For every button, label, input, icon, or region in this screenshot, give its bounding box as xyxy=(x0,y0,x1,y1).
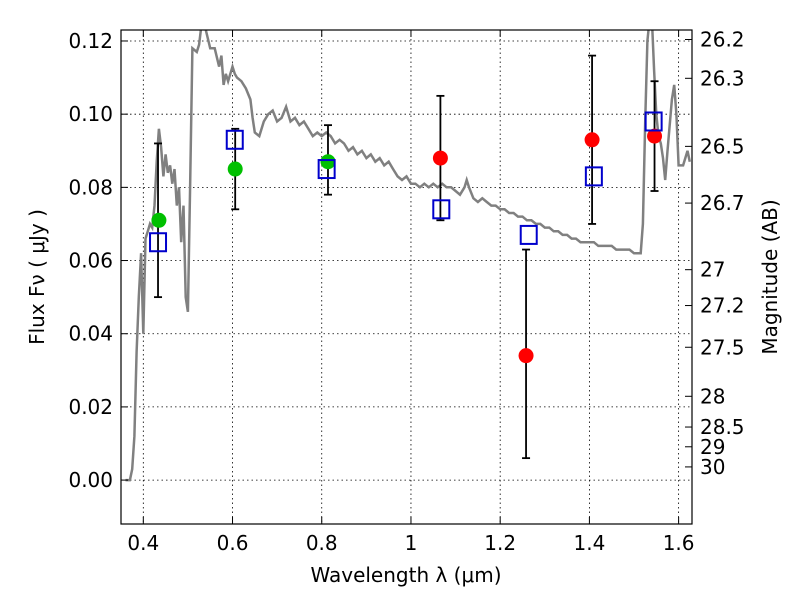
right-tick-label: 28 xyxy=(700,384,725,408)
right-tick-label: 26.5 xyxy=(700,134,745,158)
right-tick-label: 30 xyxy=(700,455,725,479)
data-point-square xyxy=(644,111,663,132)
y-tick-label: 0.04 xyxy=(68,322,113,346)
data-markers xyxy=(149,111,663,364)
grid-lines xyxy=(121,30,692,524)
right-tick-label: 27 xyxy=(700,258,725,282)
data-point-circle xyxy=(227,161,243,177)
x-tick-label: 1 xyxy=(405,531,418,555)
data-point-circle xyxy=(151,212,167,228)
data-point-square xyxy=(149,232,168,253)
x-tick-label: 0.8 xyxy=(306,531,338,555)
x-tick-label: 1.4 xyxy=(573,531,605,555)
plot-frame xyxy=(120,29,693,525)
x-tick-label: 1.6 xyxy=(663,531,695,555)
model-spectrum-line xyxy=(125,30,692,482)
x-tick-label: 0.6 xyxy=(217,531,249,555)
right-tick-label: 26.3 xyxy=(700,66,745,90)
data-point-circle xyxy=(647,128,663,144)
y-axis-label: Flux Fν ( μJy ) xyxy=(25,209,49,345)
data-point-square xyxy=(584,166,603,187)
x-axis-ticks: 0.4 0.6 0.8 1 1.2 1.4 1.6 xyxy=(127,30,695,555)
data-point-square xyxy=(225,129,244,150)
y-axis-ticks: 0.00 0.02 0.04 0.06 0.08 0.10 0.12 xyxy=(68,29,128,492)
right-tick-label: 29 xyxy=(700,435,725,459)
right-tick-label: 28.5 xyxy=(700,415,745,439)
x-tick-label: 1.2 xyxy=(484,531,516,555)
data-point-circle xyxy=(584,132,600,148)
y-tick-label: 0.08 xyxy=(68,175,113,199)
y-tick-label: 0.12 xyxy=(68,29,113,53)
right-tick-label: 27.5 xyxy=(700,335,745,359)
x-axis-label: Wavelength λ (μm) xyxy=(310,563,501,587)
y-tick-label: 0.06 xyxy=(68,249,113,273)
data-point-square xyxy=(432,199,451,220)
error-bars xyxy=(154,54,659,460)
right-tick-label: 26.2 xyxy=(700,28,745,52)
data-point-square xyxy=(519,224,538,245)
right-tick-label: 26.7 xyxy=(700,191,745,215)
y-tick-label: 0.00 xyxy=(68,468,113,492)
y-tick-label: 0.02 xyxy=(68,395,113,419)
data-point-circle xyxy=(518,348,534,364)
data-point-circle xyxy=(320,154,336,170)
data-point-circle xyxy=(432,150,448,166)
x-tick-label: 0.4 xyxy=(127,531,159,555)
right-axis-label: Magnitude (AB) xyxy=(758,199,782,354)
data-point-square xyxy=(317,159,336,180)
y-tick-label: 0.10 xyxy=(68,102,113,126)
right-tick-label: 27.2 xyxy=(700,294,745,318)
